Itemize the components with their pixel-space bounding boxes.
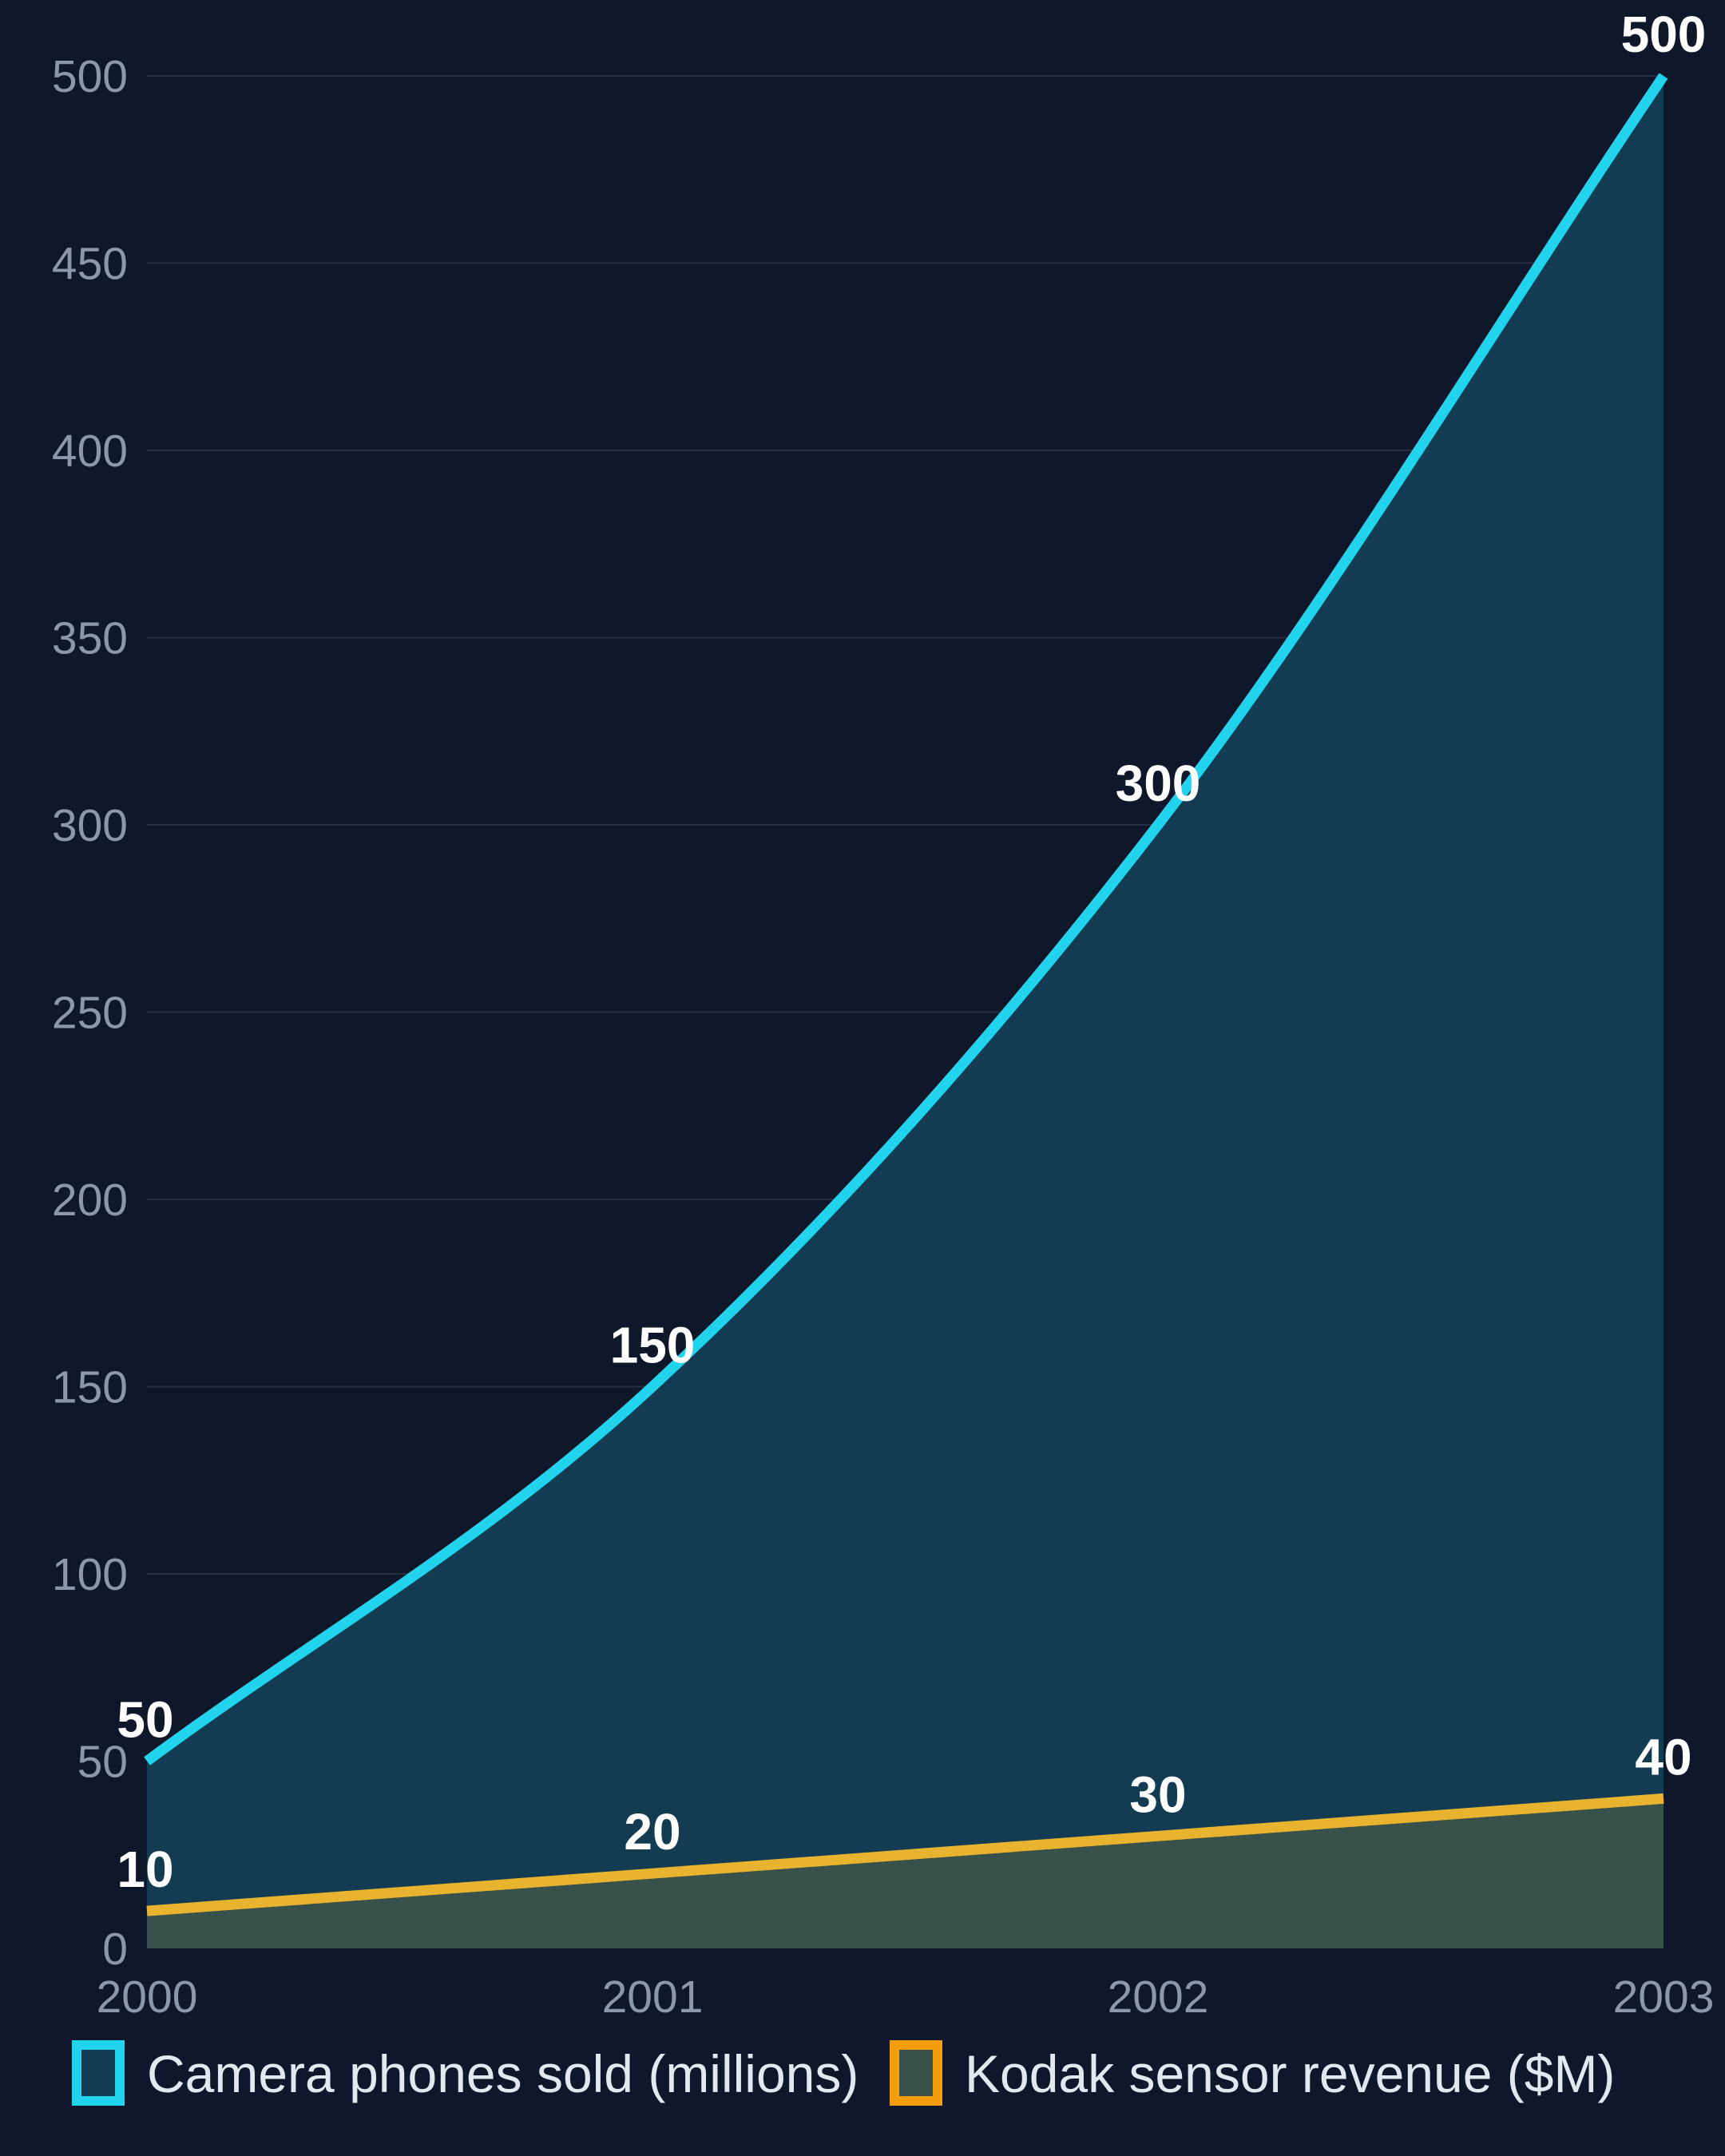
area-fill-series-1	[147, 1798, 1664, 1948]
y-tick-label-300: 300	[52, 800, 128, 851]
x-tick-label-2003: 2003	[1613, 1972, 1715, 2023]
legend: Camera phones sold (millions) Kodak sens…	[72, 2040, 1615, 2106]
y-tick-label-100: 100	[52, 1549, 128, 1600]
y-tick-label-250: 250	[52, 988, 128, 1039]
data-label-series-1-2003: 40	[1635, 1728, 1691, 1785]
series-areas	[147, 76, 1664, 1948]
legend-label-kodak-revenue: Kodak sensor revenue ($M)	[965, 2044, 1615, 2103]
y-tick-label-150: 150	[52, 1362, 128, 1413]
data-label-series-0-2002: 300	[1116, 755, 1201, 812]
y-tick-label-350: 350	[52, 613, 128, 664]
y-tick-label-400: 400	[52, 426, 128, 477]
area-fill-series-0	[147, 76, 1664, 1948]
series-lines	[144, 73, 1668, 1916]
data-label-series-0-2003: 500	[1621, 6, 1707, 63]
y-tick-label-50: 50	[77, 1737, 128, 1788]
legend-swatch-kodak-revenue	[890, 2040, 942, 2106]
line-series-0	[144, 73, 1668, 1766]
legend-swatch-camera-phones	[72, 2040, 125, 2106]
y-tick-label-200: 200	[52, 1175, 128, 1226]
x-axis-tick-labels: 2000 2001 2002 2003	[97, 1972, 1715, 2023]
data-label-series-1-2001: 20	[624, 1803, 680, 1861]
y-tick-label-500: 500	[52, 51, 128, 102]
y-axis-tick-labels: 0 50 100 150 200 250 300 350 400 450 500	[52, 51, 128, 1975]
data-label-series-0-2001: 150	[610, 1317, 696, 1374]
legend-label-camera-phones: Camera phones sold (millions)	[147, 2044, 859, 2103]
data-label-series-1-2002: 30	[1129, 1766, 1186, 1823]
data-label-series-1-2000: 10	[117, 1841, 173, 1898]
x-tick-label-2000: 2000	[97, 1972, 198, 2023]
data-label-series-0-2000: 50	[117, 1691, 173, 1749]
x-tick-label-2001: 2001	[602, 1972, 704, 2023]
gridlines	[147, 75, 1664, 1762]
data-labels: 50 150 300 500 10 20 30 40	[117, 6, 1706, 1898]
y-tick-label-0: 0	[102, 1924, 128, 1975]
y-tick-label-450: 450	[52, 239, 128, 290]
line-series-1	[146, 1793, 1664, 1916]
x-tick-label-2002: 2002	[1108, 1972, 1209, 2023]
